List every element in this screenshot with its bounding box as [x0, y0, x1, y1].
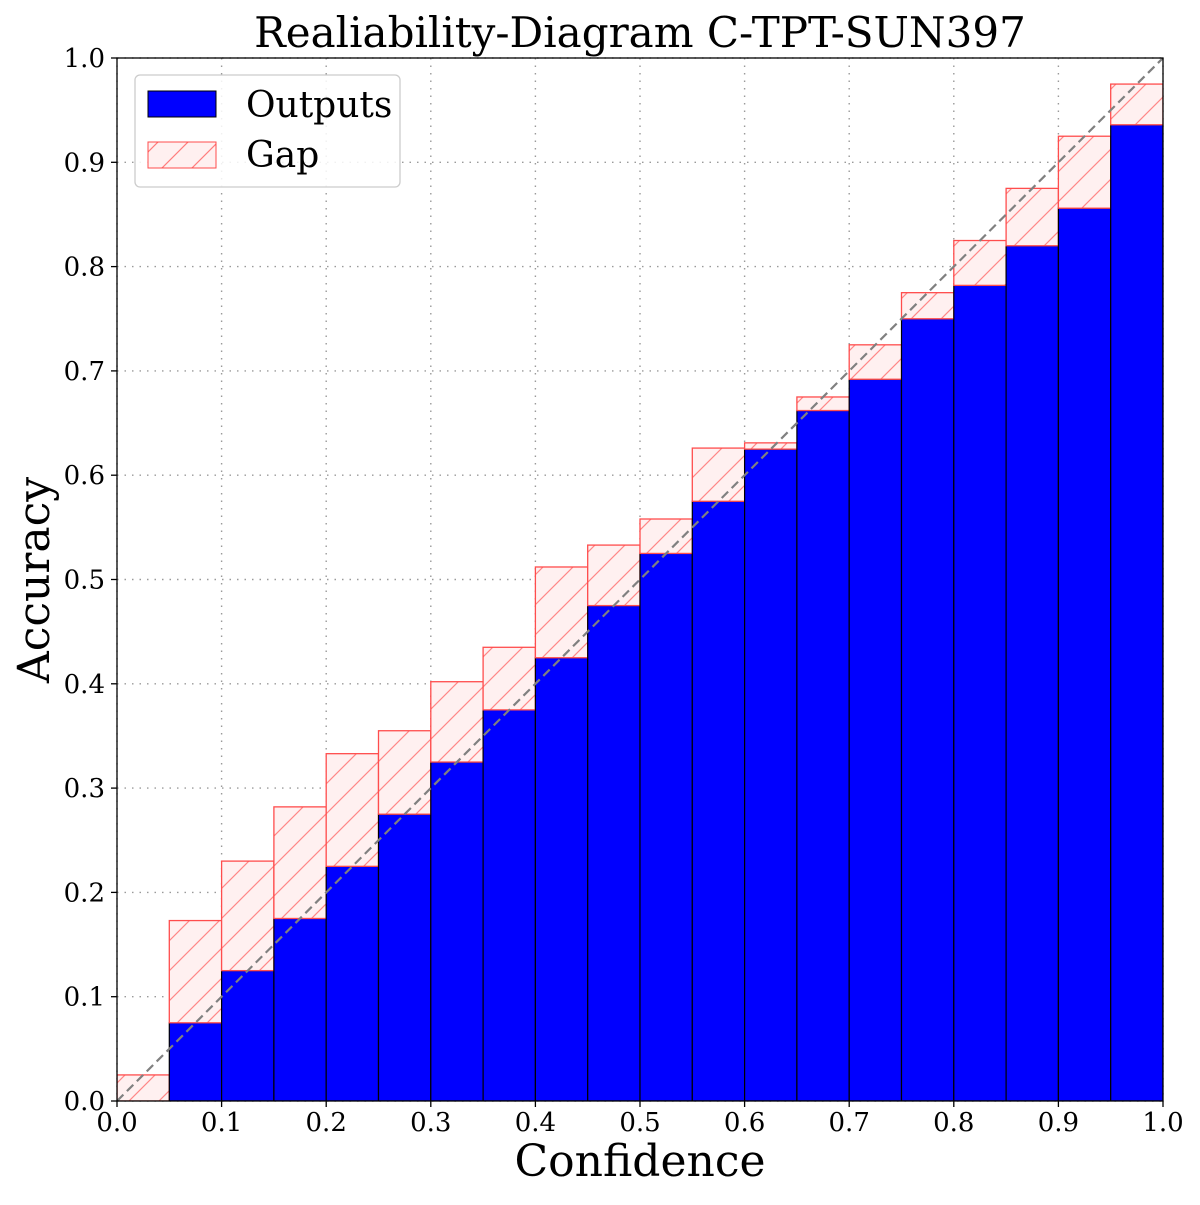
- legend-swatch-outputs: [147, 90, 217, 118]
- bars-layer: [117, 83, 1163, 1101]
- gap-bar-hatch: [744, 442, 797, 450]
- y-axis-label: Accuracy: [9, 477, 60, 684]
- y-tick-label: 0.9: [64, 148, 105, 178]
- outputs-bar: [796, 409, 850, 1101]
- y-tick-label: 0.0: [64, 1087, 105, 1117]
- gap-bar-hatch: [1110, 84, 1163, 125]
- outputs-bar: [691, 500, 746, 1101]
- gap-bar-hatch: [117, 1074, 170, 1101]
- x-tick-label: 0.9: [1038, 1108, 1079, 1138]
- gap-bar-hatch: [535, 566, 588, 658]
- outputs-bar: [1057, 207, 1112, 1101]
- outputs-bar: [1005, 245, 1059, 1101]
- gap-bar-hatch: [378, 730, 431, 815]
- x-tick-label: 0.6: [724, 1108, 765, 1138]
- ticks-layer: 0.0 0.1 0.2 0.3 0.4 0.5 0.6 0.7 0.8 0.9 1.0 0.0 0.1 0…: [64, 44, 1184, 1138]
- legend-label-gap: Gap: [246, 135, 319, 176]
- y-tick-label: 0.7: [64, 357, 105, 387]
- y-tick-label: 1.0: [64, 44, 105, 74]
- outputs-bar: [953, 284, 1007, 1101]
- chart-title: Realiability-Diagram C-TPT-SUN397: [254, 8, 1026, 57]
- x-tick-label: 0.1: [201, 1108, 242, 1138]
- gap-bar-hatch: [169, 920, 222, 1023]
- outputs-bar: [168, 1022, 223, 1101]
- gap-bar-hatch: [1006, 188, 1059, 246]
- outputs-bar: [1110, 124, 1163, 1101]
- x-tick-label: 0.4: [515, 1108, 556, 1138]
- y-tick-label: 0.2: [64, 878, 105, 908]
- outputs-bar: [743, 448, 798, 1101]
- x-tick-label: 0.2: [306, 1108, 347, 1138]
- x-tick-label: 0.8: [933, 1108, 974, 1138]
- y-tick-label: 0.5: [64, 566, 105, 596]
- outputs-bar: [587, 604, 641, 1101]
- outputs-bar: [900, 318, 955, 1101]
- gap-bar-hatch: [796, 396, 850, 411]
- gap-bar-hatch: [953, 240, 1007, 286]
- gap-bar-hatch: [901, 292, 954, 319]
- y-tick-label: 0.4: [64, 670, 105, 700]
- outputs-bar: [534, 657, 589, 1101]
- y-tick-label: 0.3: [64, 774, 105, 804]
- outputs-bar: [639, 552, 693, 1101]
- gap-bar-hatch: [587, 545, 640, 606]
- perfect-calibration-line: [117, 58, 1163, 1101]
- gap-bar-hatch: [483, 647, 536, 710]
- outputs-bar: [430, 761, 484, 1101]
- legend: Outputs Gap: [134, 74, 401, 188]
- x-tick-label: 0.5: [619, 1108, 660, 1138]
- outputs-bar: [848, 378, 903, 1101]
- outputs-bar: [482, 709, 537, 1101]
- x-axis-label: Confidence: [514, 1136, 765, 1187]
- y-tick-label: 0.6: [64, 461, 105, 491]
- gap-bar-hatch: [221, 861, 274, 971]
- outputs-bar: [377, 813, 432, 1101]
- x-tick-label: 0.0: [96, 1108, 137, 1138]
- outputs-bar: [325, 865, 380, 1101]
- y-tick-label: 0.8: [64, 253, 105, 283]
- legend-label-outputs: Outputs: [246, 85, 392, 126]
- y-tick-label: 0.1: [64, 983, 105, 1013]
- x-tick-label: 1.0: [1142, 1108, 1183, 1138]
- gap-bar-hatch: [430, 681, 484, 763]
- gap-bar-hatch: [692, 448, 745, 502]
- reference-line-layer: [117, 58, 1163, 1101]
- x-tick-label: 0.7: [829, 1108, 870, 1138]
- legend-swatch-gap-hatch: [148, 142, 216, 168]
- outputs-bar: [273, 917, 327, 1101]
- gap-bar-hatch: [849, 344, 902, 380]
- outputs-bar: [221, 970, 275, 1101]
- gap-bar-hatch: [1058, 136, 1111, 209]
- x-tick-label: 0.3: [410, 1108, 451, 1138]
